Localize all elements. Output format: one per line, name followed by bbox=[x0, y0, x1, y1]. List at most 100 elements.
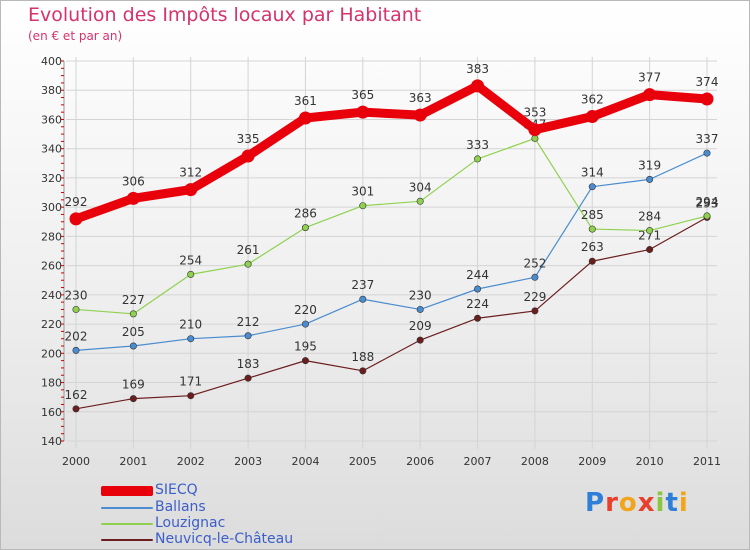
x-tick-label: 2000 bbox=[62, 455, 90, 468]
data-label: 337 bbox=[696, 132, 719, 146]
chart-title: Evolution des Impôts locaux par Habitant bbox=[28, 4, 422, 26]
legend-label-siecq: SIECQ bbox=[155, 482, 198, 498]
data-point bbox=[646, 246, 654, 254]
data-point bbox=[72, 305, 80, 313]
data-label: 293 bbox=[696, 196, 719, 210]
x-tick-label: 2003 bbox=[234, 455, 262, 468]
data-point bbox=[474, 285, 482, 293]
data-point bbox=[703, 212, 711, 220]
data-label: 377 bbox=[638, 71, 661, 85]
data-label: 284 bbox=[638, 210, 661, 224]
data-label: 333 bbox=[466, 138, 489, 152]
data-label: 286 bbox=[294, 207, 317, 221]
x-tick-label: 2005 bbox=[349, 455, 377, 468]
data-label: 209 bbox=[409, 319, 432, 333]
data-point bbox=[531, 307, 539, 315]
legend-swatch-louzignac bbox=[101, 523, 153, 525]
data-label: 304 bbox=[409, 180, 432, 194]
data-label: 263 bbox=[581, 240, 604, 254]
data-point bbox=[72, 346, 80, 354]
y-tick-label: 140 bbox=[41, 435, 62, 448]
data-label: 252 bbox=[523, 256, 546, 270]
data-point bbox=[72, 405, 80, 413]
data-label: 312 bbox=[179, 166, 202, 180]
data-label: 285 bbox=[581, 208, 604, 222]
data-point bbox=[298, 111, 312, 125]
data-point bbox=[416, 336, 424, 344]
data-point bbox=[244, 260, 252, 268]
data-point bbox=[474, 314, 482, 322]
y-tick-label: 260 bbox=[41, 260, 62, 273]
x-tick-label: 2009 bbox=[578, 455, 606, 468]
y-tick-label: 220 bbox=[41, 318, 62, 331]
data-label: 230 bbox=[409, 288, 432, 302]
x-tick-label: 2004 bbox=[291, 455, 319, 468]
data-point bbox=[359, 295, 367, 303]
x-tick-label: 2010 bbox=[636, 455, 664, 468]
data-label: 212 bbox=[237, 315, 260, 329]
data-point bbox=[129, 395, 137, 403]
data-point bbox=[471, 79, 485, 93]
data-label: 183 bbox=[237, 357, 260, 371]
data-label: 254 bbox=[179, 253, 202, 267]
data-point bbox=[184, 183, 198, 197]
data-point bbox=[585, 110, 599, 124]
legend-label-neuvicq: Neuvicq-le-Château bbox=[155, 531, 294, 547]
data-label: 195 bbox=[294, 340, 317, 354]
data-point bbox=[241, 149, 255, 163]
data-label: 162 bbox=[65, 388, 88, 402]
data-point bbox=[528, 123, 542, 137]
legend-swatch-siecq bbox=[101, 486, 153, 496]
data-label: 335 bbox=[237, 132, 260, 146]
data-point bbox=[703, 149, 711, 157]
data-point bbox=[129, 310, 137, 318]
data-point bbox=[244, 374, 252, 382]
data-point bbox=[416, 305, 424, 313]
legend-label-ballans: Ballans bbox=[155, 499, 206, 515]
data-label: 210 bbox=[179, 318, 202, 332]
data-label: 306 bbox=[122, 174, 145, 188]
data-label: 363 bbox=[409, 91, 432, 105]
x-tick-label: 2007 bbox=[464, 455, 492, 468]
data-point bbox=[588, 225, 596, 233]
legend-label-louzignac: Louzignac bbox=[155, 515, 226, 531]
data-label: 220 bbox=[294, 303, 317, 317]
data-label: 230 bbox=[65, 288, 88, 302]
data-point bbox=[531, 273, 539, 281]
data-label: 244 bbox=[466, 268, 489, 282]
y-tick-label: 380 bbox=[41, 84, 62, 97]
data-point bbox=[244, 332, 252, 340]
data-point bbox=[643, 88, 657, 102]
data-point bbox=[187, 270, 195, 278]
series-line-1 bbox=[75, 152, 708, 351]
data-label: 383 bbox=[466, 62, 489, 76]
x-tick-label: 2006 bbox=[406, 455, 434, 468]
data-point bbox=[413, 108, 427, 122]
legend-swatch-ballans bbox=[101, 507, 153, 509]
data-label: 205 bbox=[122, 325, 145, 339]
data-label: 261 bbox=[237, 243, 260, 257]
data-point bbox=[187, 335, 195, 343]
data-label: 365 bbox=[351, 88, 374, 102]
data-label: 374 bbox=[696, 75, 719, 89]
series-line-3 bbox=[75, 216, 708, 410]
data-point bbox=[301, 320, 309, 328]
y-tick-label: 240 bbox=[41, 289, 62, 302]
data-point bbox=[359, 202, 367, 210]
data-label: 224 bbox=[466, 297, 489, 311]
data-label: 319 bbox=[638, 158, 661, 172]
y-tick-label: 360 bbox=[41, 113, 62, 126]
data-point bbox=[646, 175, 654, 183]
x-tick-label: 2002 bbox=[177, 455, 205, 468]
data-label: 169 bbox=[122, 378, 145, 392]
y-tick-label: 200 bbox=[41, 347, 62, 360]
data-label: 271 bbox=[638, 229, 661, 243]
data-point bbox=[474, 155, 482, 163]
y-tick-label: 180 bbox=[41, 377, 62, 390]
data-label: 353 bbox=[523, 106, 546, 120]
data-point bbox=[700, 92, 714, 106]
data-label: 237 bbox=[351, 278, 374, 292]
y-tick-label: 160 bbox=[41, 406, 62, 419]
